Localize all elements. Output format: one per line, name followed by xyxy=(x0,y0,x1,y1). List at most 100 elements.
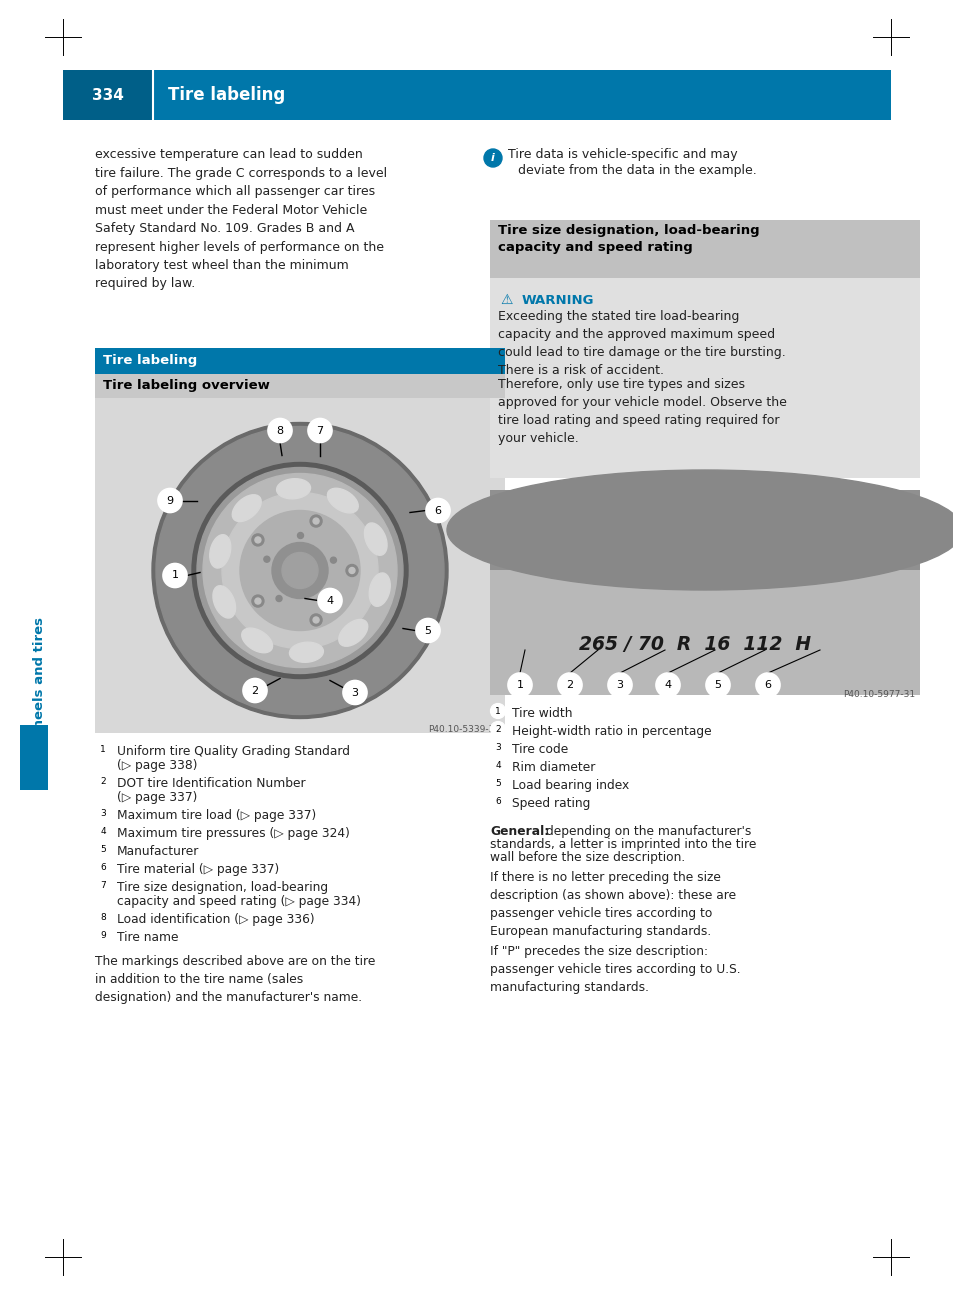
Text: Therefore, only use tire types and sizes
approved for your vehicle model. Observ: Therefore, only use tire types and sizes… xyxy=(497,378,786,445)
Text: Tire name: Tire name xyxy=(117,930,178,945)
Text: 1: 1 xyxy=(495,707,500,716)
Circle shape xyxy=(313,518,318,524)
Text: Tire labeling: Tire labeling xyxy=(168,85,285,104)
Bar xyxy=(95,399,504,732)
Text: 4: 4 xyxy=(663,681,671,690)
Circle shape xyxy=(192,462,408,678)
Text: 3: 3 xyxy=(351,687,358,697)
Circle shape xyxy=(254,598,261,604)
Text: 4: 4 xyxy=(495,761,500,770)
Ellipse shape xyxy=(327,488,358,512)
Text: 3: 3 xyxy=(616,681,623,690)
Text: 5: 5 xyxy=(100,845,106,854)
Bar xyxy=(95,348,504,374)
Text: 6: 6 xyxy=(100,863,106,871)
Text: (▷ page 337): (▷ page 337) xyxy=(117,791,197,804)
Circle shape xyxy=(275,595,282,602)
Text: Wheels and tires: Wheels and tires xyxy=(33,617,47,743)
Text: ⚠: ⚠ xyxy=(499,292,512,307)
Circle shape xyxy=(346,564,357,577)
Text: Tire data is vehicle-specific and may: Tire data is vehicle-specific and may xyxy=(507,148,737,160)
Text: 1: 1 xyxy=(100,744,106,753)
Text: Tire size designation, load-bearing
capacity and speed rating: Tire size designation, load-bearing capa… xyxy=(497,224,759,254)
Ellipse shape xyxy=(369,573,390,607)
Circle shape xyxy=(310,613,322,626)
Circle shape xyxy=(490,793,505,809)
Ellipse shape xyxy=(447,470,953,590)
Circle shape xyxy=(163,563,187,587)
Text: 2: 2 xyxy=(566,681,573,690)
Circle shape xyxy=(152,423,448,718)
Text: 2: 2 xyxy=(252,686,258,695)
Text: 3: 3 xyxy=(495,743,500,752)
Text: 6: 6 xyxy=(434,506,441,515)
Circle shape xyxy=(196,467,402,673)
Circle shape xyxy=(490,775,505,791)
Circle shape xyxy=(317,589,341,612)
Text: P40.10-5339-31: P40.10-5339-31 xyxy=(428,725,499,734)
Text: Maximum tire load (▷ page 337): Maximum tire load (▷ page 337) xyxy=(117,809,315,822)
Circle shape xyxy=(656,673,679,697)
Text: Tire code: Tire code xyxy=(512,743,568,756)
Circle shape xyxy=(95,841,111,857)
Text: WARNING: WARNING xyxy=(521,294,594,307)
Bar xyxy=(490,220,919,278)
Text: 5: 5 xyxy=(495,779,500,788)
Text: (▷ page 338): (▷ page 338) xyxy=(117,760,197,773)
Text: Uniform tire Quality Grading Standard: Uniform tire Quality Grading Standard xyxy=(117,745,350,758)
Text: standards, a letter is imprinted into the tire: standards, a letter is imprinted into th… xyxy=(490,839,756,851)
Bar xyxy=(490,490,919,695)
Bar xyxy=(20,725,48,791)
Text: 7: 7 xyxy=(100,880,106,889)
Circle shape xyxy=(95,877,111,893)
Circle shape xyxy=(272,542,328,599)
Text: 3: 3 xyxy=(100,809,106,818)
Circle shape xyxy=(490,722,505,736)
Circle shape xyxy=(282,553,317,589)
Circle shape xyxy=(426,498,450,523)
Ellipse shape xyxy=(276,479,311,498)
Text: deviate from the data in the example.: deviate from the data in the example. xyxy=(517,164,756,177)
Bar xyxy=(63,70,152,120)
Circle shape xyxy=(349,568,355,573)
Circle shape xyxy=(95,910,111,924)
Circle shape xyxy=(297,533,303,538)
Text: 5: 5 xyxy=(424,625,431,635)
Circle shape xyxy=(490,757,505,773)
Text: Height-width ratio in percentage: Height-width ratio in percentage xyxy=(512,725,711,738)
Circle shape xyxy=(156,427,443,714)
Circle shape xyxy=(705,673,729,697)
Ellipse shape xyxy=(210,534,231,568)
Text: 334: 334 xyxy=(92,88,124,102)
Ellipse shape xyxy=(232,494,261,521)
Text: 8: 8 xyxy=(276,426,283,436)
Ellipse shape xyxy=(241,628,273,652)
Text: Exceeding the stated tire load-bearing
capacity and the approved maximum speed
c: Exceeding the stated tire load-bearing c… xyxy=(497,311,785,377)
Text: 1: 1 xyxy=(172,571,178,581)
Circle shape xyxy=(343,681,367,704)
Text: General:: General: xyxy=(490,826,549,839)
Text: If there is no letter preceding the size
description (as shown above): these are: If there is no letter preceding the size… xyxy=(490,871,736,938)
Circle shape xyxy=(310,515,322,527)
Circle shape xyxy=(607,673,631,697)
Bar xyxy=(95,374,504,399)
Circle shape xyxy=(558,673,581,697)
Circle shape xyxy=(308,418,332,443)
Circle shape xyxy=(240,511,359,630)
Circle shape xyxy=(264,556,270,562)
Circle shape xyxy=(507,673,532,697)
Circle shape xyxy=(222,493,377,648)
Text: 6: 6 xyxy=(495,797,500,805)
Text: Load identification (▷ page 336): Load identification (▷ page 336) xyxy=(117,914,314,927)
Circle shape xyxy=(243,678,267,703)
Bar xyxy=(490,278,919,477)
Circle shape xyxy=(483,149,501,167)
Text: 5: 5 xyxy=(714,681,720,690)
Text: Tire size designation, load-bearing: Tire size designation, load-bearing xyxy=(117,881,328,894)
Circle shape xyxy=(252,534,264,546)
Circle shape xyxy=(158,489,182,512)
Text: Load bearing index: Load bearing index xyxy=(512,779,629,792)
Circle shape xyxy=(490,739,505,754)
Text: Maximum tire pressures (▷ page 324): Maximum tire pressures (▷ page 324) xyxy=(117,827,350,840)
Text: i: i xyxy=(491,153,495,163)
